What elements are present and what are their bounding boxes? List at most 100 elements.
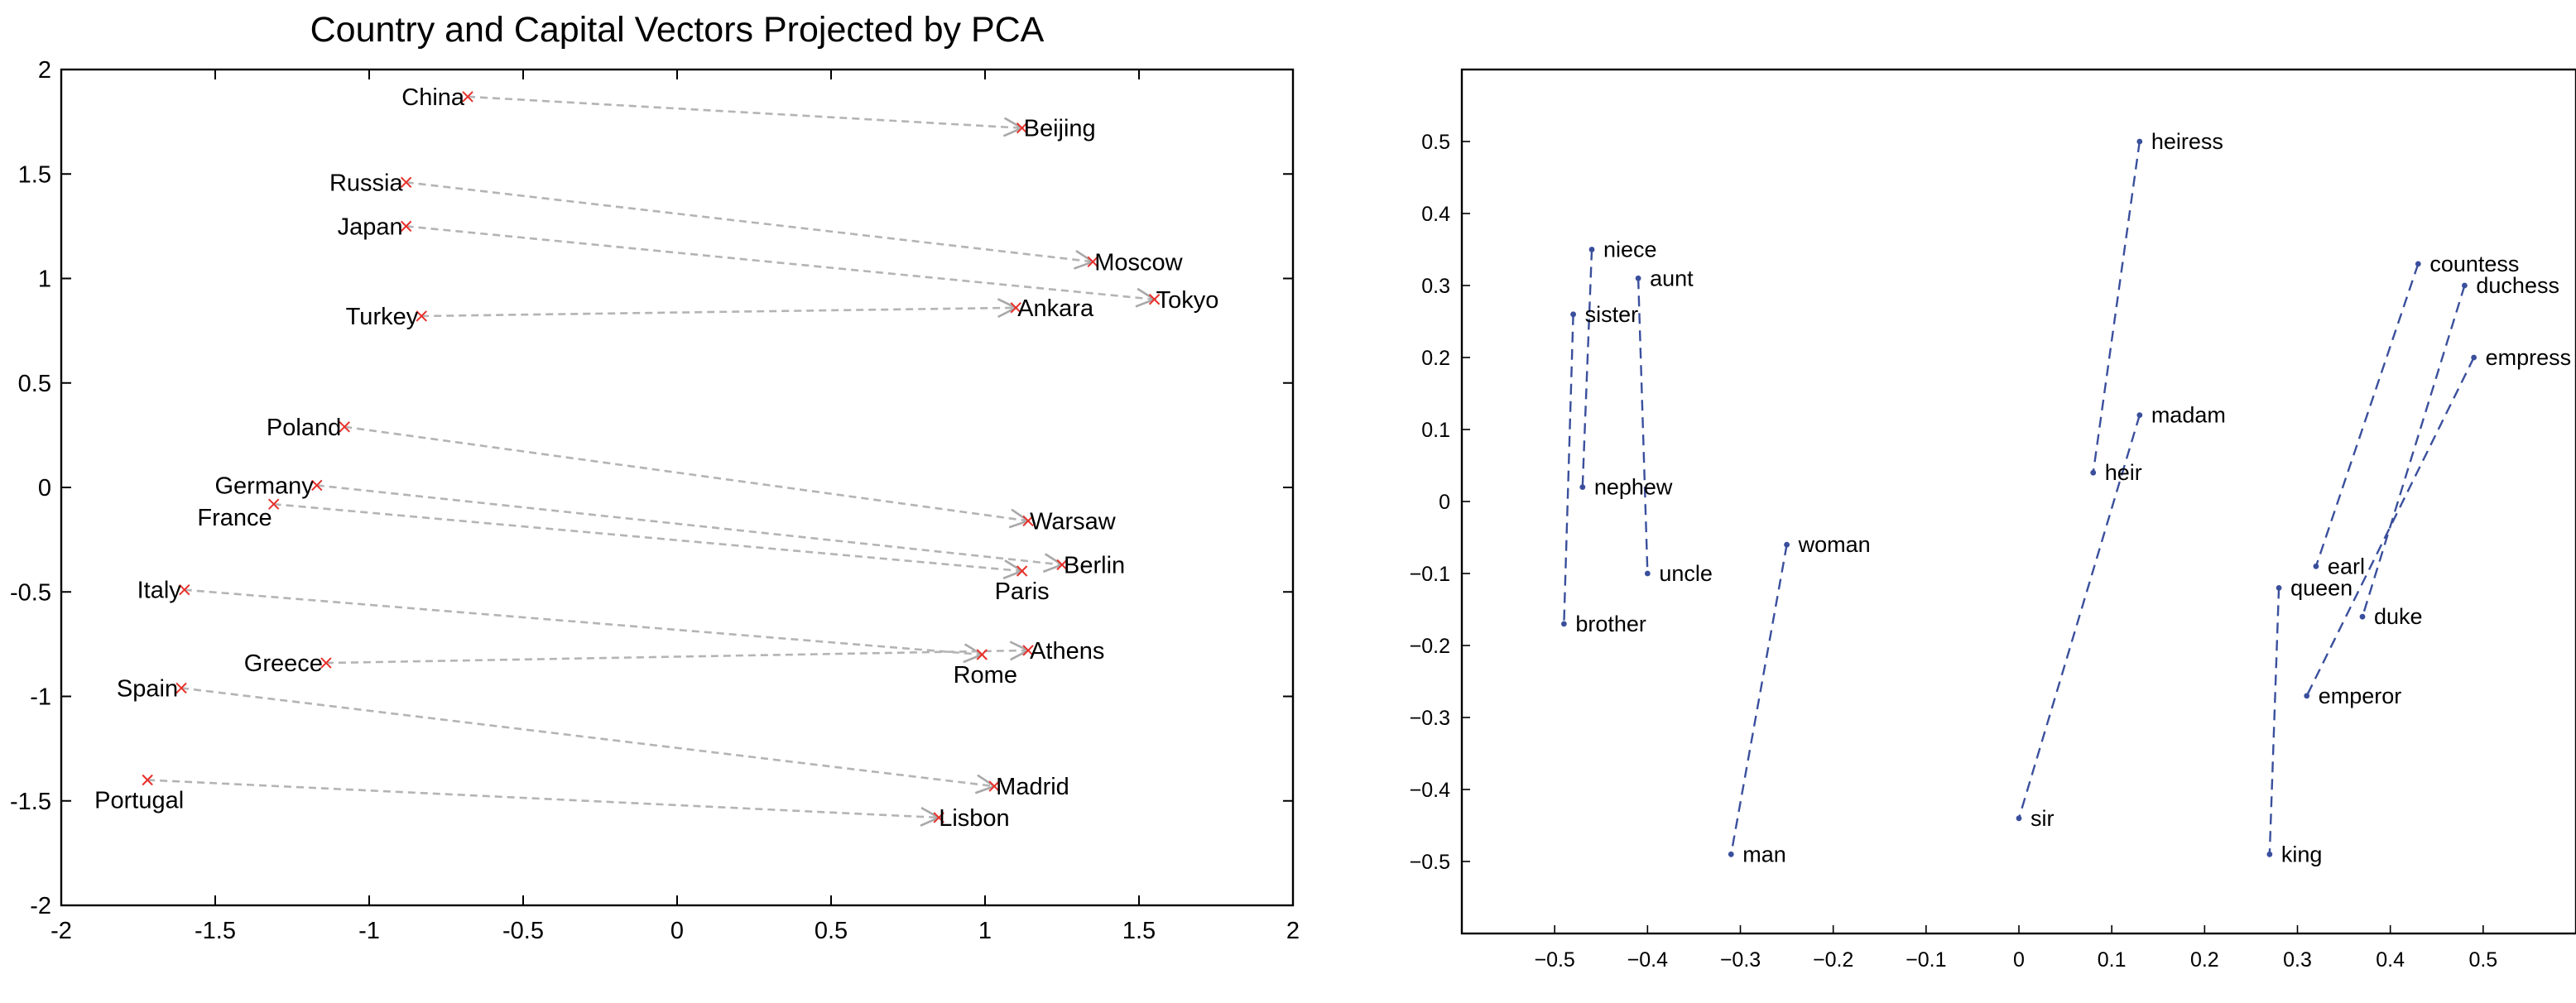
point-label-duke: duke [2374,604,2423,629]
point-labels: niece aunt sister nephew uncle brother woman ma… [1575,129,2571,866]
point-heir [2090,469,2097,476]
markers-layer [142,91,1161,823]
country-label-japan: Japan [338,214,403,240]
capital-label-ankara: Ankara [1017,295,1094,322]
country-label-russia: Russia [329,170,404,196]
pair-line-niece-nephew [1581,249,1593,487]
point-labels: China Beijing Russia Moscow Japan Tokyo Turkey… [94,84,1218,832]
marker-japan [400,220,412,233]
country-label-germany: Germany [214,473,314,499]
marker-turkey [416,310,427,322]
point-label-queen: queen [2290,575,2353,600]
marker-moscow [1087,256,1098,268]
marker-tokyo-stroke [1148,294,1161,305]
country-label-turkey: Turkey [346,304,419,330]
capital-label-berlin: Berlin [1064,552,1125,578]
country-capital-chart: Country and Capital Vectors Projected by… [10,10,1300,944]
y-tick-label: -1 [30,684,51,711]
y-tick-label: 2 [38,57,51,84]
point-duchess [2462,282,2468,289]
marker-madrid-stroke [988,780,1000,792]
y-tick-label: 0.4 [1421,203,1450,226]
marker-china-stroke [462,91,473,103]
points-layer [1560,138,2477,857]
marker-madrid [988,780,1000,792]
pair-line-queen-king [2268,588,2280,855]
point-sister [1570,311,1576,318]
arrow-greece [325,650,1028,665]
point-madam [2136,412,2143,418]
pair-line-woman-man [1730,544,1788,855]
marker-portugal [142,774,153,786]
point-label-sir: sir [2031,806,2055,831]
x-tick-label: -2 [50,918,72,944]
country-label-france: France [197,505,272,531]
y-tick-label: −0.1 [1410,563,1450,586]
country-label-china: China [401,84,465,111]
marker-athens [1022,645,1034,656]
country-label-poland: Poland [267,415,341,441]
pair-line-aunt-uncle [1636,278,1649,574]
marker-ankara-stroke [1010,302,1021,314]
capital-label-lisbon: Lisbon [939,805,1009,832]
marker-greece-stroke [320,657,332,669]
marker-poland [339,421,350,433]
point-duke [2359,613,2366,620]
marker-warsaw-stroke [1022,515,1034,527]
point-uncle [1644,570,1651,577]
y-tick-label: -2 [30,893,51,919]
point-label-aunt: aunt [1650,266,1694,290]
marker-tokyo [1148,294,1161,305]
pair-lines [1563,141,2475,855]
point-label-woman: woman [1798,532,1871,557]
marker-turkey-stroke [416,310,427,322]
marker-beijing [1016,122,1028,134]
arrow-portugal [147,779,939,818]
arrow-poland [344,425,1028,521]
capital-label-tokyo: Tokyo [1156,287,1219,314]
y-tick-label: 0.1 [1421,419,1450,442]
marker-paris [1016,565,1028,577]
x-tick-label: 1 [978,918,992,944]
y-tick-label: -0.5 [10,579,51,606]
x-tick-label: 0 [2013,948,2025,972]
gender-analogy-chart: −0.5 −0.4 −0.3 −0.2 −0.1 0 0.1 0.2 0.3 0.4 0.5 −0.5… [1410,68,2576,972]
y-tick-label: −0.5 [1410,851,1450,874]
arrow-turkey [421,308,1016,316]
marker-germany [311,479,323,492]
y-tick-label: 0.5 [1421,131,1450,154]
capital-label-rome: Rome [954,662,1017,689]
arrow-russia [406,181,1093,262]
x-tick-label: 0.3 [2283,948,2312,972]
marker-portugal-stroke [142,774,153,786]
y-tick-label: −0.3 [1410,707,1450,730]
arrow-italy [184,588,982,655]
point-label-brother: brother [1575,612,1646,636]
arrow-japan [406,225,1155,299]
point-niece [1588,247,1595,252]
capital-label-moscow: Moscow [1094,249,1183,276]
arrow-france [273,502,1022,571]
marker-berlin [1056,559,1068,571]
marker-warsaw [1022,515,1034,527]
marker-rome-stroke [976,649,988,660]
marker-russia [400,176,412,189]
capital-label-madrid: Madrid [996,774,1069,800]
point-label-madam: madam [2151,403,2226,428]
arrow-germany [316,484,1062,564]
point-earl [2313,563,2319,569]
point-emperor [2304,693,2310,699]
pair-line-heiress-heir [2092,141,2141,473]
point-label-sister: sister [1585,302,1639,327]
capital-label-beijing: Beijing [1024,116,1096,142]
marker-spain-stroke [175,682,187,694]
x-tick-label: 2 [1286,918,1300,944]
pair-line-duchess-duke [2361,285,2466,617]
point-heiress [2136,138,2143,145]
chart-title: Country and Capital Vectors Projected by… [310,10,1045,50]
capital-label-paris: Paris [995,578,1050,605]
marker-berlin-stroke [1056,559,1068,571]
point-label-king: king [2281,842,2323,866]
x-tick-label: 0 [670,918,684,944]
